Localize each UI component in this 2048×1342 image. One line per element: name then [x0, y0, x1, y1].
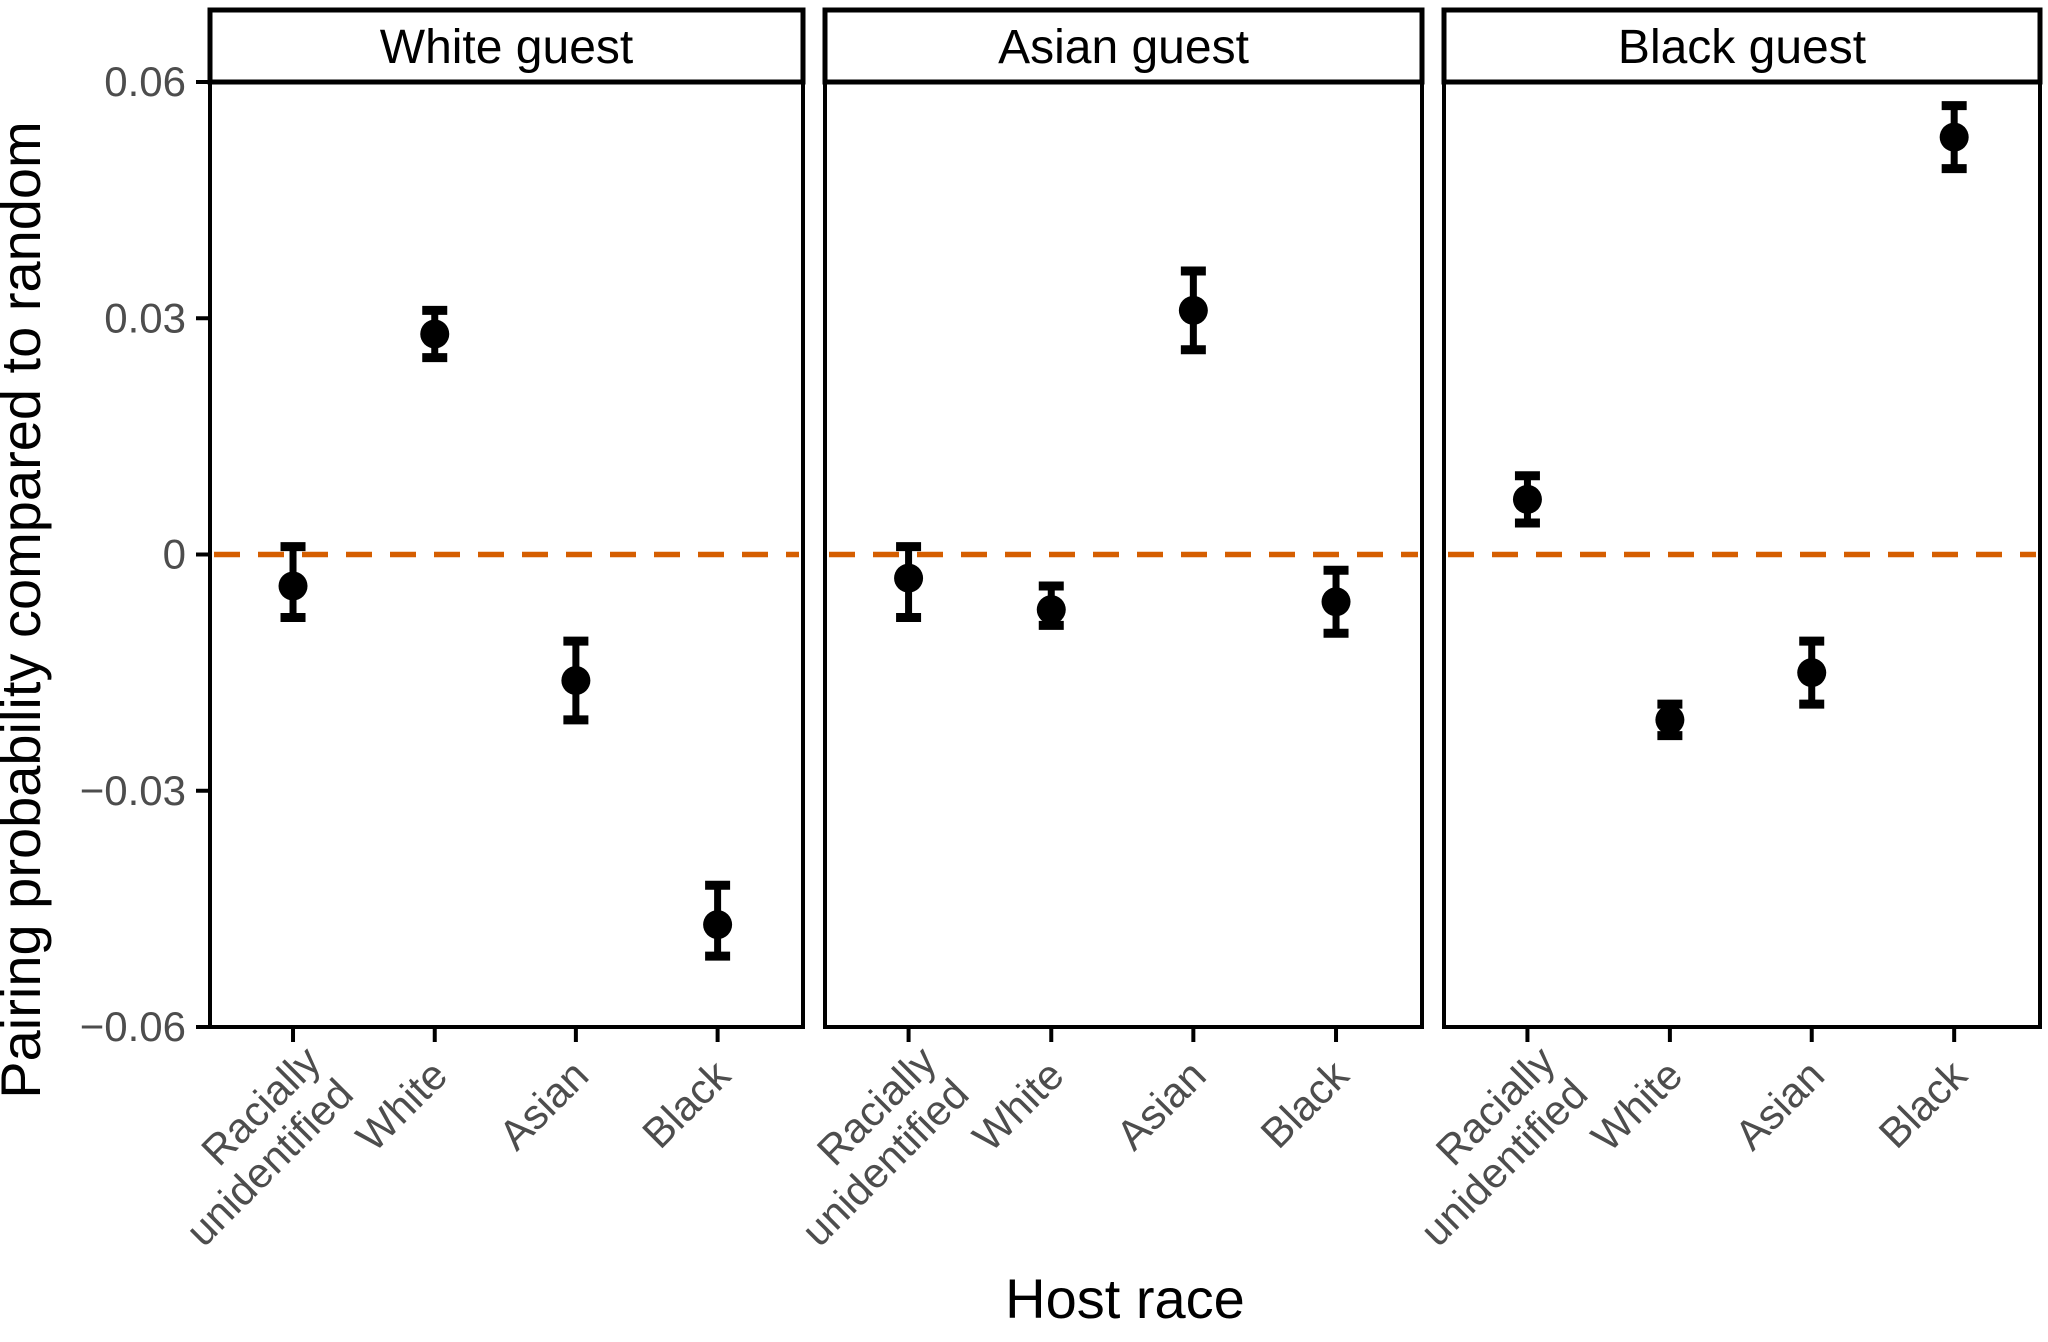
y-axis-tick-label: −0.06	[80, 1003, 186, 1050]
point-estimate	[561, 666, 591, 695]
point-estimate	[894, 563, 924, 593]
facet-strip-label: Black guest	[1618, 21, 1866, 74]
pointrange-asian	[1797, 636, 1827, 709]
facet-strip	[1441, 7, 2043, 85]
facet-strip	[207, 7, 806, 85]
pointrange-racially-unidentified	[894, 542, 924, 622]
y-axis-tick-label: 0.06	[104, 58, 186, 105]
point-estimate	[1321, 587, 1351, 617]
point-estimate	[1178, 295, 1208, 325]
pointrange-black	[1321, 565, 1351, 638]
point-estimate	[1036, 595, 1066, 625]
facet-strip-label: White guest	[380, 21, 633, 74]
point-estimate	[1939, 122, 1969, 152]
point-estimate	[1655, 705, 1685, 735]
pointrange-white	[420, 305, 450, 363]
pointrange-asian	[561, 636, 591, 725]
y-axis-tick-label: 0	[163, 531, 186, 578]
facet-strip-label: Asian guest	[998, 21, 1249, 74]
pointrange-black	[1939, 101, 1969, 174]
y-axis-title: Pairing probability compared to random	[0, 121, 52, 1098]
pointrange-white	[1655, 699, 1685, 741]
pointrange-white	[1036, 581, 1066, 630]
point-estimate	[1797, 658, 1827, 688]
point-estimate	[1512, 484, 1542, 514]
pointrange-black	[703, 880, 733, 961]
pointrange-asian	[1178, 266, 1208, 355]
y-axis-tick-label: −0.03	[80, 767, 186, 814]
point-estimate	[278, 571, 308, 601]
pointrange-racially-unidentified	[278, 542, 308, 622]
point-estimate	[703, 910, 733, 940]
point-estimate	[420, 319, 450, 349]
pointrange-racially-unidentified	[1512, 471, 1542, 528]
x-axis-title: Host race	[1005, 1267, 1245, 1330]
y-axis-tick-label: 0.03	[104, 294, 186, 341]
facet-strip	[822, 7, 1425, 85]
